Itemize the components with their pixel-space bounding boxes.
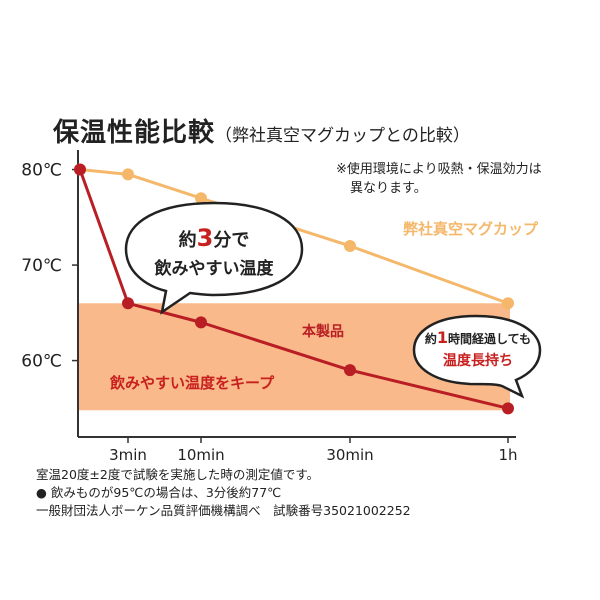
footnote-1: 室温20度±2度で試験を実施した時の測定値です。 xyxy=(36,467,320,482)
drinkable-band-label: 飲みやすい温度をキープ xyxy=(109,374,275,392)
x-tick-label: 10min xyxy=(177,446,224,464)
footnotes: 室温20度±2度で試験を実施した時の測定値です。 ● 飲みものが95℃の場合は、… xyxy=(36,466,411,520)
footnote-2: ● 飲みものが95℃の場合は、3分後約77℃ xyxy=(36,485,282,500)
data-point xyxy=(195,192,207,205)
usage-note-line2: 異なります。 xyxy=(350,181,427,196)
y-tick-label: 80℃ xyxy=(21,161,62,181)
y-tick-label: 60℃ xyxy=(21,352,62,372)
footnote-3: 一般財団法人ボーケン品質評価機構調べ 試験番号35021002252 xyxy=(36,503,411,518)
data-point xyxy=(344,364,356,377)
data-point xyxy=(122,297,134,310)
callout-3min-line1: 約3分で xyxy=(179,224,250,252)
callout-1h-bubble xyxy=(412,314,542,399)
chart-title: 保温性能比較（弊社真空マグカップとの比較） xyxy=(53,112,470,149)
x-tick-label: 30min xyxy=(326,446,373,464)
x-tick-label: 3min xyxy=(109,446,147,464)
usage-note: ※使用環境により吸熱・保温効力は 異なります。 xyxy=(336,160,542,198)
data-point xyxy=(344,239,356,252)
series-label-product: 本製品 xyxy=(302,323,344,340)
x-tick-label: 1h xyxy=(498,446,517,464)
data-point xyxy=(195,316,207,329)
data-point xyxy=(502,297,514,310)
series-label-mug: 弊社真空マグカップ xyxy=(403,220,539,238)
callout-1h-line2: 温度長持ち xyxy=(443,352,513,369)
y-tick-label: 70℃ xyxy=(21,256,62,276)
usage-note-line1: ※使用環境により吸熱・保温効力は xyxy=(336,162,542,177)
callout-3min-bubble xyxy=(124,201,304,315)
data-point xyxy=(502,402,514,415)
data-point xyxy=(122,168,134,181)
chart-title-main: 保温性能比較 xyxy=(53,118,216,148)
chart-subtitle: （弊社真空マグカップとの比較） xyxy=(215,126,470,146)
callout-1h-line1: 約1時間経過しても xyxy=(425,328,531,347)
callout-3min-line2: 飲みやすい温度 xyxy=(154,258,275,279)
data-point xyxy=(74,163,86,176)
